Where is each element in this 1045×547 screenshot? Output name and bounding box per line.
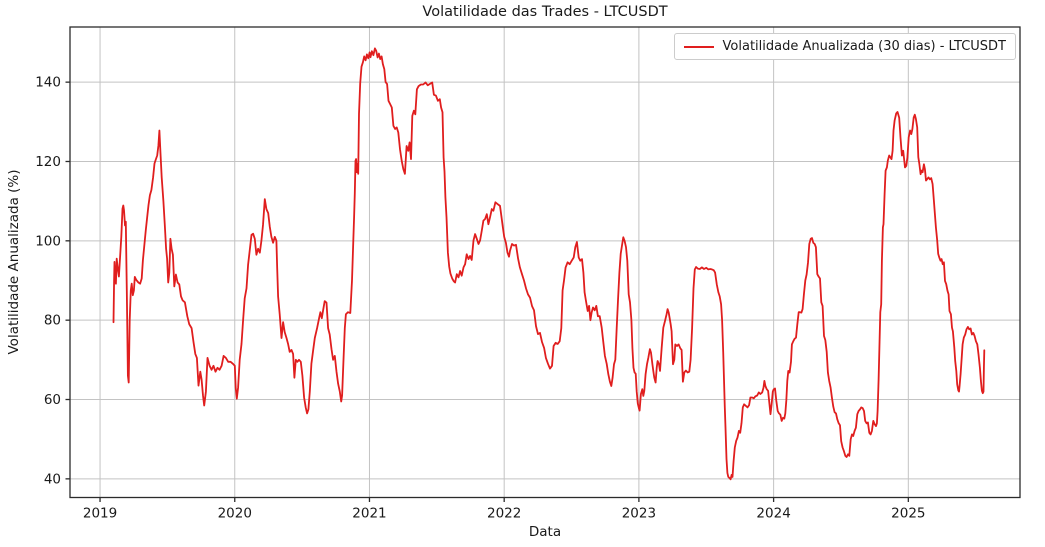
y-tick-label: 100 — [35, 233, 61, 249]
x-tick-label: 2022 — [487, 506, 521, 522]
legend-label: Volatilidade Anualizada (30 dias) - LTCU… — [722, 39, 1006, 54]
tick-marks — [65, 81, 909, 502]
grid-lines — [70, 27, 1020, 498]
legend-line-sample-icon — [683, 45, 714, 48]
y-tick-label: 60 — [44, 392, 61, 408]
y-tick-label: 140 — [35, 75, 61, 91]
y-tick-label: 80 — [44, 313, 61, 329]
x-tick-label: 2021 — [352, 506, 386, 522]
x-tick-label: 2020 — [218, 506, 252, 522]
plot-border — [69, 26, 1021, 499]
x-tick-label: 2019 — [83, 506, 117, 522]
volatility-line-series — [112, 47, 986, 481]
legend: Volatilidade Anualizada (30 dias) - LTCU… — [673, 33, 1016, 60]
x-tick-label: 2023 — [622, 506, 656, 522]
y-tick-label: 120 — [35, 154, 61, 170]
x-tick-label: 2025 — [891, 506, 925, 522]
x-axis-label: Data — [528, 524, 562, 540]
y-tick-label: 40 — [44, 471, 61, 487]
x-tick-label: 2024 — [756, 506, 790, 522]
tick-labels: 2019 2020 2021 2022 2023 2024 2025 40 60 80 100 120… — [35, 75, 925, 522]
chart-title: Volatilidade das Trades - LTCUSDT — [422, 4, 668, 20]
